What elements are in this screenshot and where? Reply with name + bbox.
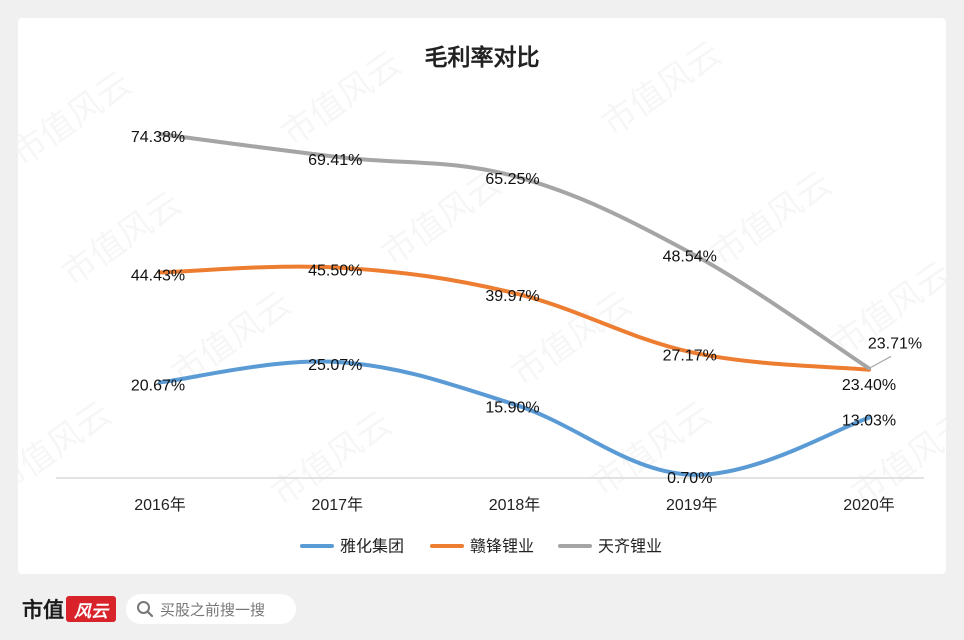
legend-label: 天齐锂业	[598, 538, 662, 556]
brand-seal: 风云	[66, 596, 116, 622]
legend: 雅化集团 赣锋锂业 天齐锂业	[300, 538, 662, 556]
brand-logo[interactable]: 市值 风云	[22, 595, 116, 623]
leader-lines	[870, 355, 892, 368]
data-label: 13.03%	[842, 413, 896, 430]
x-tick-label: 2020年	[843, 496, 895, 514]
search-box[interactable]: 买股之前搜一搜	[126, 594, 296, 624]
data-label: 44.43%	[131, 268, 185, 285]
watermark-text: 市值风云	[705, 164, 838, 273]
watermark-text: 市值风云	[18, 394, 118, 503]
search-placeholder: 买股之前搜一搜	[160, 601, 266, 619]
leader-line	[870, 355, 892, 368]
x-tick-labels: 2016年 2017年 2018年 2019年 2020年	[134, 496, 895, 514]
chart-title: 毛利率对比	[425, 44, 540, 70]
x-tick-label: 2018年	[489, 496, 541, 514]
footer: 市值 风云 买股之前搜一搜	[0, 578, 964, 640]
data-label: 65.25%	[485, 171, 539, 188]
data-label: 74.38%	[131, 129, 185, 146]
data-label: 45.50%	[308, 263, 362, 280]
series-line-1	[158, 359, 871, 477]
search-icon	[137, 601, 154, 618]
watermark-text: 市值风云	[18, 64, 138, 173]
x-tick-label: 2019年	[666, 496, 718, 514]
chart-card: 市值风云 市值风云 市值风云 市值风云 市值风云 市值风云 市值风云 市值风云 市值风云 市值风云…	[18, 18, 946, 574]
watermark-text: 市值风云	[275, 44, 408, 153]
legend-label: 雅化集团	[340, 538, 404, 556]
data-label: 48.54%	[663, 249, 717, 266]
data-label: 39.97%	[485, 288, 539, 305]
series-line-3	[158, 131, 871, 371]
data-label: 23.40%	[842, 377, 896, 394]
series-lines	[158, 131, 871, 477]
x-tick-label: 2016年	[134, 496, 186, 514]
data-label: 27.17%	[663, 347, 717, 364]
series-line-2	[158, 264, 871, 372]
data-label: 20.67%	[131, 377, 185, 394]
data-label: 25.07%	[308, 357, 362, 374]
data-label: 15.90%	[485, 399, 539, 416]
x-tick-label: 2017年	[311, 496, 363, 514]
data-label: 0.70%	[667, 470, 712, 487]
data-label: 69.41%	[308, 152, 362, 169]
watermark-text: 市值风云	[595, 34, 728, 143]
data-labels: 20.67% 25.07% 15.90% 0.70% 13.03% 44.43% 45.50…	[131, 129, 922, 487]
legend-label: 赣锋锂业	[470, 538, 534, 556]
brand-name: 市值	[22, 597, 64, 622]
data-label: 23.71%	[868, 335, 922, 352]
